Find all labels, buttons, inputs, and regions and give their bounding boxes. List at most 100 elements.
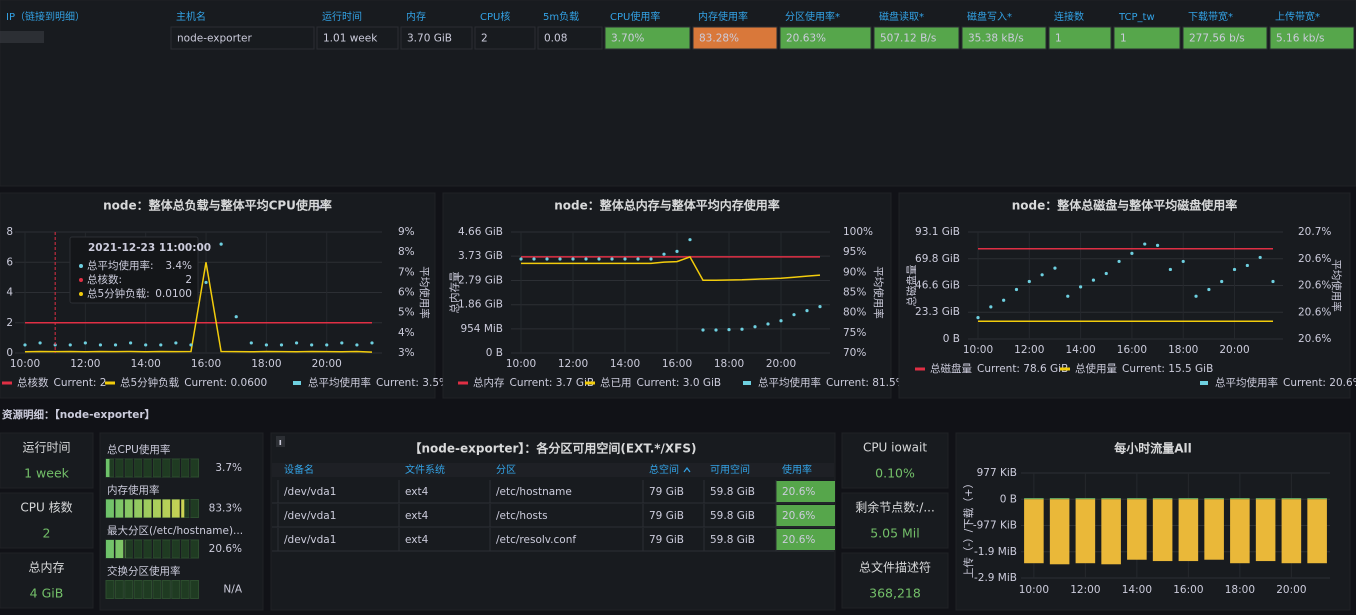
- tooltip-value: 0.0100: [155, 288, 192, 300]
- table-header: 使用率: [782, 463, 812, 476]
- y2-axis-label: 平均使用率: [418, 266, 431, 319]
- data-point: [1027, 279, 1031, 284]
- y-tick-label: 0 B: [486, 347, 503, 359]
- gauge-fill: [106, 540, 126, 558]
- data-point: [355, 343, 359, 347]
- table-header: 总空间: [649, 463, 679, 476]
- y-tick-label: 2: [6, 317, 13, 329]
- data-point: [1207, 287, 1211, 292]
- x-tick-label: 18:00: [714, 358, 744, 370]
- gauge-separator: [113, 540, 116, 558]
- x-tick-label: 10:00: [10, 358, 40, 370]
- gauge-cell: [124, 580, 134, 599]
- x-tick-label: 20:00: [312, 358, 342, 370]
- bar: [1230, 499, 1250, 564]
- gauge-cell: [133, 458, 143, 478]
- redacted-ip: [0, 31, 44, 43]
- table-header: 磁盘读取*: [879, 10, 924, 23]
- y-tick-label: 977 KiB: [977, 467, 1017, 479]
- y2-tick-label: 4%: [398, 327, 415, 339]
- x-tick-label: 14:00: [1122, 584, 1152, 596]
- gauge-cell: [190, 580, 200, 599]
- y-tick-label: 1.86 GiB: [458, 299, 503, 311]
- y2-tick-label: 75%: [843, 327, 866, 339]
- gauge-separator: [170, 540, 172, 558]
- data-point: [675, 249, 679, 253]
- gauge-separator: [160, 499, 163, 518]
- data-point: [989, 305, 993, 309]
- x-tick-label: 16:00: [1117, 344, 1147, 356]
- y-tick-label: 4: [6, 287, 13, 299]
- gauge-cell: [171, 580, 181, 599]
- bar: [1178, 499, 1199, 562]
- y2-tick-label: 7%: [398, 266, 415, 278]
- y-axis-label: 总内存量: [448, 271, 461, 313]
- data-point: [340, 341, 344, 345]
- bar: [1127, 498, 1147, 500]
- data-point: [1130, 251, 1134, 255]
- x-tick-label: 18:00: [251, 358, 281, 370]
- table-header: 上传带宽*: [1275, 10, 1320, 23]
- table-cell-text: 79 GiB: [649, 486, 684, 498]
- gauge-separator: [151, 540, 153, 558]
- table-header: 连接数: [1054, 10, 1084, 23]
- data-point: [727, 328, 731, 332]
- gauge-cell: [114, 580, 124, 599]
- gauge-cell: [105, 580, 115, 599]
- panel: [0, 492, 94, 549]
- y-tick-label: 2.79 GiB: [458, 275, 503, 287]
- data-point: [144, 343, 148, 347]
- data-point: [310, 343, 314, 347]
- data-point: [1002, 298, 1006, 302]
- x-tick-label: 16:00: [662, 358, 692, 370]
- legend-current: Current: 2: [54, 377, 107, 389]
- gauge-separator: [142, 499, 144, 518]
- data-point: [1181, 259, 1185, 264]
- x-tick-label: 12:00: [558, 358, 588, 370]
- data-point: [1258, 255, 1262, 260]
- table-header: 分区: [496, 464, 516, 476]
- legend-name: 总磁盘量: [930, 362, 972, 375]
- legend-swatch: [293, 381, 301, 385]
- gauge-cell: [190, 499, 200, 518]
- gauge-cell: [152, 458, 162, 478]
- data-point: [766, 322, 770, 326]
- legend-swatch: [1200, 381, 1208, 385]
- table-header: 分区使用率*: [785, 10, 840, 23]
- series-line: [24, 262, 373, 353]
- panel: [270, 432, 836, 611]
- usage-cell: [776, 505, 835, 526]
- data-point: [1066, 294, 1070, 298]
- panel: [0, 432, 94, 489]
- data-point: [805, 309, 809, 313]
- legend-name: 总内存: [473, 376, 505, 389]
- gauge-separator: [160, 540, 163, 558]
- table-cell-text: 59.8 GiB: [710, 486, 755, 498]
- panel: [841, 552, 949, 609]
- bar: [1178, 498, 1199, 500]
- y2-tick-label: 100%: [843, 226, 873, 238]
- data-point: [370, 341, 374, 345]
- info-icon-glyph: [279, 440, 282, 445]
- table-cell-text: /dev/vda1: [284, 486, 336, 498]
- table-cell-text: 79 GiB: [649, 534, 684, 546]
- gauge-value: 20.6%: [209, 543, 242, 555]
- gauge-separator: [170, 499, 172, 518]
- table-cell: [1269, 26, 1355, 50]
- gauge-cell: [143, 539, 153, 559]
- y2-axis-label: 平均使用率: [872, 266, 885, 319]
- data-point: [1271, 279, 1275, 284]
- chart-title: node：整体总内存与整体平均内存使用率: [554, 198, 780, 213]
- x-tick-label: 14:00: [1065, 344, 1095, 356]
- bar: [1127, 499, 1147, 560]
- tooltip-name: 总平均使用率:: [87, 259, 154, 272]
- data-point: [740, 327, 744, 331]
- legend-current: Current: 3.5%: [376, 377, 449, 389]
- y2-tick-label: 20.6%: [1298, 306, 1331, 318]
- tooltip-time: 2021-12-23 11:00:00: [88, 242, 211, 254]
- gauge-fill: [106, 499, 185, 518]
- gauge-cell: [124, 458, 134, 478]
- y2-tick-label: 85%: [843, 287, 866, 299]
- bar: [1101, 499, 1121, 565]
